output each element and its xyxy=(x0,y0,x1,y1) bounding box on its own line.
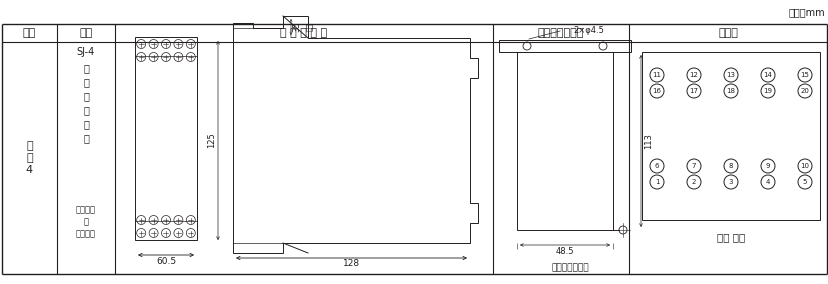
Text: 安装开孔尺寸图: 安装开孔尺寸图 xyxy=(537,28,584,38)
Text: 15: 15 xyxy=(800,72,808,78)
Text: 11: 11 xyxy=(652,72,661,78)
Text: 卡轨安装: 卡轨安装 xyxy=(76,206,96,214)
Text: 8: 8 xyxy=(728,163,732,169)
Text: 接: 接 xyxy=(83,119,89,129)
Text: 14: 14 xyxy=(763,72,772,78)
Text: 前: 前 xyxy=(83,105,89,115)
Text: 48.5: 48.5 xyxy=(555,247,574,256)
Text: 1: 1 xyxy=(654,179,658,185)
Text: 17: 17 xyxy=(689,88,698,94)
Text: 卡槽: 卡槽 xyxy=(306,23,312,31)
Bar xyxy=(641,52,819,220)
Bar xyxy=(135,37,197,240)
Text: 附
图
4: 附 图 4 xyxy=(26,141,33,175)
Text: 外 形 尺 寸 图: 外 形 尺 寸 图 xyxy=(280,28,327,38)
Text: 2×φ4.5: 2×φ4.5 xyxy=(572,26,603,34)
Text: 式: 式 xyxy=(83,91,89,101)
Text: 9: 9 xyxy=(765,163,769,169)
Text: 结构: 结构 xyxy=(79,28,93,38)
Text: 端子图: 端子图 xyxy=(717,28,737,38)
Text: 4: 4 xyxy=(765,179,769,185)
Text: 凸: 凸 xyxy=(83,63,89,73)
Text: 单位：mm: 单位：mm xyxy=(787,7,824,17)
Text: 18: 18 xyxy=(725,88,734,94)
Text: 或: 或 xyxy=(84,218,89,227)
Text: 6: 6 xyxy=(654,163,658,169)
Text: 出: 出 xyxy=(83,77,89,87)
Text: 19: 19 xyxy=(763,88,772,94)
Bar xyxy=(517,52,612,230)
Text: 7: 7 xyxy=(691,163,696,169)
Text: 13: 13 xyxy=(725,72,734,78)
Text: 3: 3 xyxy=(728,179,732,185)
Text: 螺钉安装开孔图: 螺钉安装开孔图 xyxy=(551,264,588,273)
Text: 2: 2 xyxy=(691,179,696,185)
Text: 10: 10 xyxy=(800,163,808,169)
Text: 125: 125 xyxy=(207,133,216,148)
Bar xyxy=(498,40,630,52)
Text: 113: 113 xyxy=(643,133,652,149)
Text: 12: 12 xyxy=(689,72,698,78)
Text: 35: 35 xyxy=(292,22,301,32)
Text: 螺钉安装: 螺钉安装 xyxy=(76,229,96,239)
Text: 图号: 图号 xyxy=(23,28,36,38)
Text: 128: 128 xyxy=(343,260,359,268)
Text: 20: 20 xyxy=(800,88,808,94)
Text: （正 视）: （正 视） xyxy=(716,232,744,242)
Text: 5: 5 xyxy=(802,179,806,185)
Text: 60.5: 60.5 xyxy=(156,256,176,266)
Text: 线: 线 xyxy=(83,133,89,143)
Text: SJ-4: SJ-4 xyxy=(77,47,95,57)
Text: 16: 16 xyxy=(652,88,661,94)
